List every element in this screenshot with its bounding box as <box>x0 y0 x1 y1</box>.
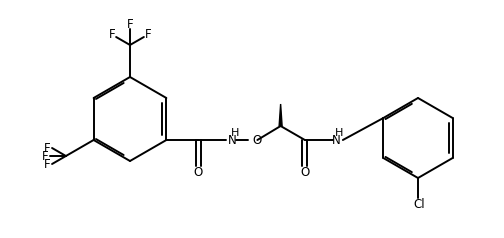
Text: F: F <box>127 19 134 31</box>
Text: N: N <box>228 134 237 148</box>
Text: F: F <box>109 28 115 40</box>
Text: F: F <box>44 158 50 170</box>
Text: F: F <box>145 28 151 40</box>
Text: Cl: Cl <box>413 198 425 212</box>
Text: F: F <box>42 149 48 163</box>
Text: O: O <box>194 167 203 179</box>
Text: O: O <box>253 134 262 147</box>
Text: N: N <box>332 134 341 148</box>
Text: F: F <box>44 142 50 154</box>
Text: H: H <box>231 128 240 138</box>
Polygon shape <box>279 104 282 126</box>
Text: H: H <box>335 128 343 138</box>
Text: O: O <box>300 167 309 179</box>
